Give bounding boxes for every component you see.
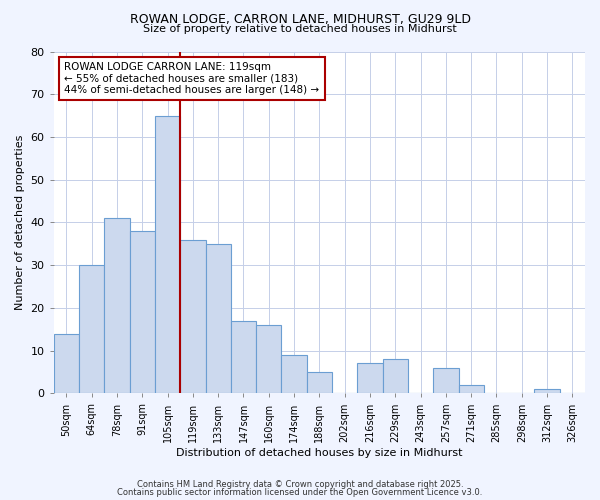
Bar xyxy=(54,334,79,394)
Bar xyxy=(458,385,484,394)
Bar xyxy=(281,355,307,394)
Bar xyxy=(433,368,458,394)
Bar xyxy=(535,389,560,394)
Bar xyxy=(206,244,231,394)
Bar xyxy=(79,265,104,394)
Text: ROWAN LODGE, CARRON LANE, MIDHURST, GU29 9LD: ROWAN LODGE, CARRON LANE, MIDHURST, GU29… xyxy=(130,12,470,26)
Bar xyxy=(231,321,256,394)
Text: Contains HM Land Registry data © Crown copyright and database right 2025.: Contains HM Land Registry data © Crown c… xyxy=(137,480,463,489)
Bar xyxy=(104,218,130,394)
Bar xyxy=(307,372,332,394)
Bar xyxy=(130,231,155,394)
Bar xyxy=(383,359,408,394)
Bar xyxy=(155,116,180,394)
Text: Size of property relative to detached houses in Midhurst: Size of property relative to detached ho… xyxy=(143,24,457,34)
Text: Contains public sector information licensed under the Open Government Licence v3: Contains public sector information licen… xyxy=(118,488,482,497)
X-axis label: Distribution of detached houses by size in Midhurst: Distribution of detached houses by size … xyxy=(176,448,463,458)
Text: ROWAN LODGE CARRON LANE: 119sqm
← 55% of detached houses are smaller (183)
44% o: ROWAN LODGE CARRON LANE: 119sqm ← 55% of… xyxy=(64,62,319,95)
Bar xyxy=(180,240,206,394)
Bar xyxy=(256,325,281,394)
Bar xyxy=(358,364,383,394)
Y-axis label: Number of detached properties: Number of detached properties xyxy=(15,135,25,310)
